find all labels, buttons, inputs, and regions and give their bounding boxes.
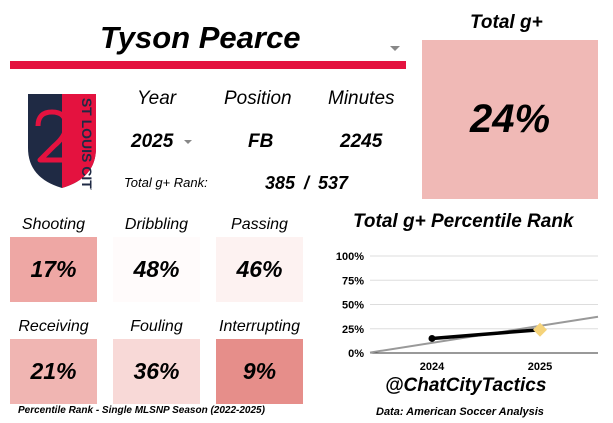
chart-title: Total g+ Percentile Rank <box>353 211 574 232</box>
position-label: Position <box>224 88 292 109</box>
data-source: Data: American Soccer Analysis <box>376 406 544 418</box>
y-tick-label: 25% <box>342 324 364 336</box>
crest-lettering: ST LOUIS CITY <box>79 98 95 190</box>
y-tick-label: 50% <box>342 300 364 312</box>
metric-box-interrupting: 9% <box>216 339 303 404</box>
metric-label-receiving: Receiving <box>18 318 89 335</box>
footnote: Percentile Rank - Single MLSNP Season (2… <box>18 405 265 416</box>
x-tick-label: 2024 <box>420 361 445 373</box>
player-name: Tyson Pearce <box>100 20 301 55</box>
total-g-plus-value: 24% <box>422 40 598 199</box>
metric-box-receiving: 21% <box>10 339 97 404</box>
rank-label: Total g+ Rank: <box>124 175 208 190</box>
minutes-value: 2245 <box>340 131 383 152</box>
player-dropdown-chevron-down-icon[interactable] <box>390 46 400 51</box>
metric-label-passing: Passing <box>231 216 288 233</box>
name-underline <box>10 61 406 69</box>
metric-box-shooting: 17% <box>10 237 97 302</box>
metric-label-interrupting: Interrupting <box>219 318 300 335</box>
metric-box-passing: 46% <box>216 237 303 302</box>
metric-box-dribbling: 48% <box>113 237 200 302</box>
rank-value: 385 / 537 <box>265 173 349 193</box>
data-point-2025 <box>533 322 547 337</box>
percentile-rank-chart: 0% 25% 50% 75% 100% 2024 2025 <box>336 251 599 373</box>
data-point-2024 <box>428 334 436 342</box>
total-g-plus-title: Total g+ <box>470 12 543 33</box>
metric-label-shooting: Shooting <box>21 216 86 233</box>
metric-box-fouling: 36% <box>113 339 200 404</box>
twitter-handle: @ChatCityTactics <box>385 375 547 396</box>
year-label: Year <box>137 88 177 109</box>
y-tick-label: 0% <box>348 348 364 360</box>
metric-label-fouling: Fouling <box>130 318 183 335</box>
y-tick-label: 100% <box>336 251 364 263</box>
y-tick-label: 75% <box>342 275 364 287</box>
year-chevron-down-icon[interactable] <box>184 140 192 144</box>
x-tick-label: 2025 <box>528 361 552 373</box>
minutes-label: Minutes <box>328 88 395 109</box>
metric-label-dribbling: Dribbling <box>124 216 189 233</box>
position-value: FB <box>248 131 274 152</box>
series-line <box>431 327 541 341</box>
st-louis-city-crest-icon: ST LOUIS CITY <box>28 94 96 190</box>
year-select[interactable]: 2025 <box>131 131 174 152</box>
